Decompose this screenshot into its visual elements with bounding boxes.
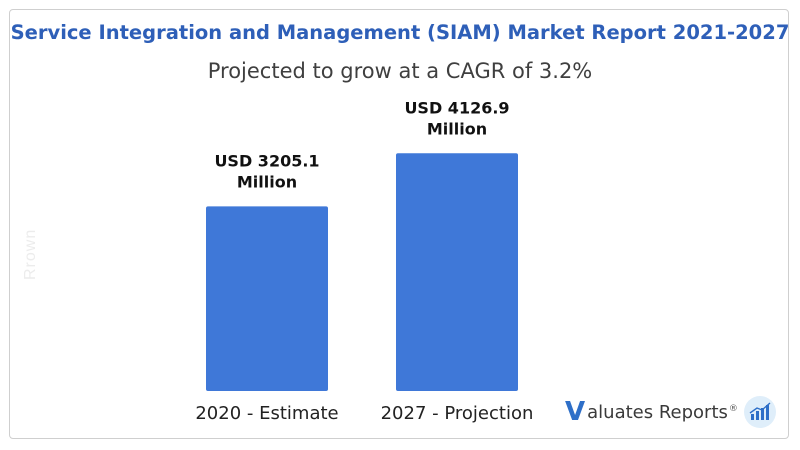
chart-subtitle: Projected to grow at a CAGR of 3.2% — [207, 59, 593, 83]
valuates-reports-logo: V aluates Reports® — [565, 392, 776, 432]
bar-2 — [396, 153, 518, 391]
category-label-1: 2020 - Estimate — [195, 403, 338, 424]
chart-title: Service Integration and Management (SIAM… — [10, 21, 790, 44]
data-label-1-line-1: USD 3205.1 — [214, 151, 319, 170]
data-label-2-line-1: USD 4126.9 — [404, 98, 509, 117]
logo-initial: V — [565, 397, 586, 427]
logo-name: aluates Reports — [587, 401, 728, 423]
category-label-2: 2027 - Projection — [381, 403, 534, 424]
logo-text: aluates Reports® — [587, 402, 738, 423]
logo-registered-mark: ® — [728, 403, 738, 414]
bar-chart-trend-icon — [743, 396, 776, 428]
data-label-2-line-2: Million — [427, 119, 487, 138]
data-label-1-line-2: Million — [237, 172, 297, 191]
bar-1 — [206, 206, 328, 391]
